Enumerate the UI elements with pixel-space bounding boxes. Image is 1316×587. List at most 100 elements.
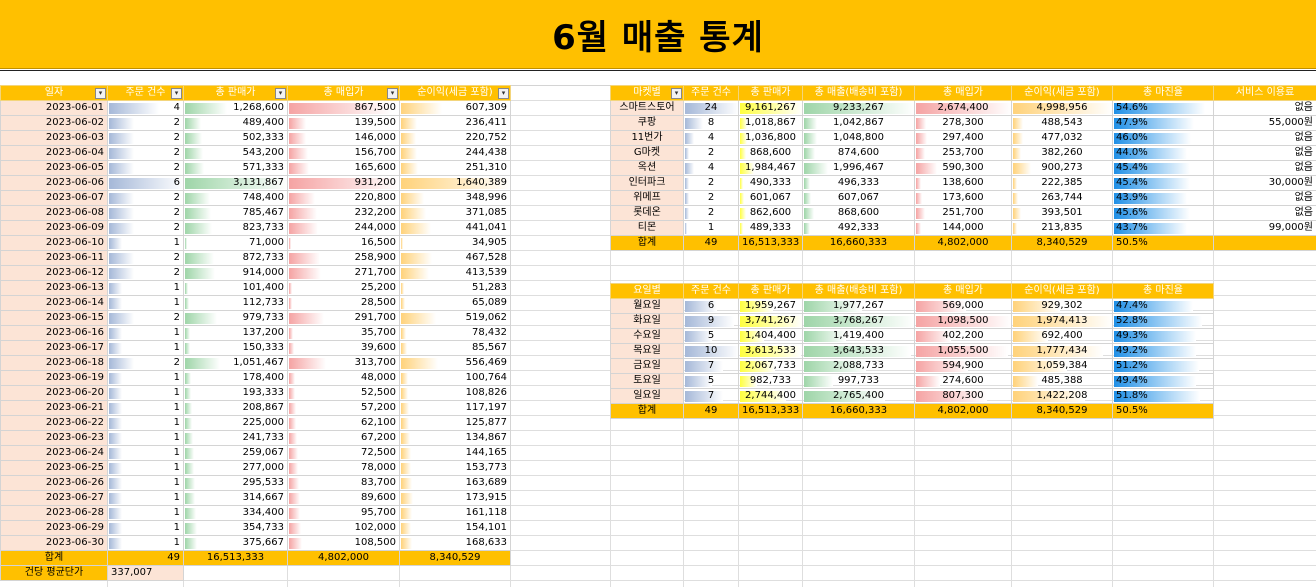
value-cell[interactable]: 208,867 [183,400,288,416]
value-cell[interactable]: 3,643,533 [802,343,915,359]
value-cell[interactable]: 1,268,600 [183,100,288,116]
value-cell[interactable]: 2 [107,310,184,326]
value-cell[interactable]: 3,613,533 [738,343,803,359]
value-cell[interactable]: 2 [107,130,184,146]
total-cell[interactable]: 49 [107,550,184,566]
weekday-header-cell[interactable]: 총 매입가 [914,283,1012,299]
value-cell[interactable]: 382,260 [1011,145,1113,161]
total-cell[interactable]: 8,340,529 [1011,235,1113,251]
value-cell[interactable]: 1 [107,535,184,551]
value-cell[interactable]: 263,744 [1011,190,1113,206]
date-cell[interactable]: 2023-06-13 [0,280,108,296]
value-cell[interactable]: 100,764 [399,370,511,386]
date-cell[interactable]: 2023-06-18 [0,355,108,371]
value-cell[interactable]: 278,300 [914,115,1012,131]
market-header-cell[interactable]: 마켓별 ▾ [610,85,684,101]
value-cell[interactable]: 2,674,400 [914,100,1012,116]
value-cell[interactable]: 1,018,867 [738,115,803,131]
value-cell[interactable]: 1,098,500 [914,313,1012,329]
weekday-header-cell[interactable]: 총 판매가 [738,283,803,299]
value-cell[interactable]: 49.2% [1112,343,1214,359]
value-cell[interactable]: 62,100 [287,415,400,431]
value-cell[interactable]: 496,333 [802,175,915,191]
value-cell[interactable]: 519,062 [399,310,511,326]
value-cell[interactable]: 2,088,733 [802,358,915,374]
value-cell[interactable]: 9 [683,313,739,329]
value-cell[interactable]: 46.0% [1112,130,1214,146]
date-cell[interactable]: 2023-06-08 [0,205,108,221]
value-cell[interactable]: 173,600 [914,190,1012,206]
date-cell[interactable]: 2023-06-06 [0,175,108,191]
value-cell[interactable]: 45.4% [1112,175,1214,191]
value-cell[interactable]: 607,309 [399,100,511,116]
value-cell[interactable]: 108,826 [399,385,511,401]
value-cell[interactable]: 51,283 [399,280,511,296]
value-cell[interactable]: 43.7% [1112,220,1214,236]
value-cell[interactable]: 979,733 [183,310,288,326]
name-cell[interactable]: 목요일 [610,343,684,359]
total-cell[interactable]: 50.5% [1112,235,1214,251]
value-cell[interactable]: 1,640,389 [399,175,511,191]
daily-header-cell[interactable]: 순이익(세금 포함) ▾ [399,85,511,101]
value-cell[interactable]: 259,067 [183,445,288,461]
value-cell[interactable]: 1 [107,280,184,296]
value-cell[interactable]: 1,055,500 [914,343,1012,359]
value-cell[interactable]: 108,500 [287,535,400,551]
value-cell[interactable]: 117,197 [399,400,511,416]
dropdown-filter-icon[interactable]: ▾ [498,88,509,99]
value-cell[interactable]: 1,059,384 [1011,358,1113,374]
value-cell[interactable]: 222,385 [1011,175,1113,191]
value-cell[interactable]: 334,400 [183,505,288,521]
value-cell[interactable]: 24 [683,100,739,116]
weekday-header-cell[interactable]: 총 마진율 [1112,283,1214,299]
value-cell[interactable]: 3,741,267 [738,313,803,329]
value-cell[interactable]: 1,959,267 [738,298,803,314]
value-cell[interactable]: 2 [107,115,184,131]
total-cell[interactable]: 합계 [0,550,108,566]
value-cell[interactable]: 1 [107,235,184,251]
total-cell[interactable]: 16,660,333 [802,235,915,251]
value-cell[interactable]: 748,400 [183,190,288,206]
value-cell[interactable]: 900,273 [1011,160,1113,176]
date-cell[interactable]: 2023-06-30 [0,535,108,551]
value-cell[interactable]: 150,333 [183,340,288,356]
value-cell[interactable]: 929,302 [1011,298,1113,314]
value-cell[interactable]: 244,000 [287,220,400,236]
value-cell[interactable]: 1,422,208 [1011,388,1113,404]
value-cell[interactable]: 35,700 [287,325,400,341]
date-cell[interactable]: 2023-06-29 [0,520,108,536]
value-cell[interactable]: 7 [683,358,739,374]
date-cell[interactable]: 2023-06-01 [0,100,108,116]
value-cell[interactable]: 45.4% [1112,160,1214,176]
value-cell[interactable]: 1,051,467 [183,355,288,371]
dropdown-filter-icon[interactable]: ▾ [275,88,286,99]
name-cell[interactable]: 롯데온 [610,205,684,221]
avg-value-cell[interactable]: 337,007 [107,565,184,581]
value-cell[interactable]: 1 [107,415,184,431]
value-cell[interactable]: 295,533 [183,475,288,491]
date-cell[interactable]: 2023-06-10 [0,235,108,251]
value-cell[interactable]: 146,000 [287,130,400,146]
value-cell[interactable]: 34,905 [399,235,511,251]
value-cell[interactable]: 2 [683,175,739,191]
value-cell[interactable]: 1 [107,385,184,401]
value-cell[interactable]: 4 [683,160,739,176]
date-cell[interactable]: 2023-06-21 [0,400,108,416]
value-cell[interactable]: 1 [107,520,184,536]
service-fee-cell[interactable]: 없음 [1213,205,1316,221]
value-cell[interactable]: 1,977,267 [802,298,915,314]
value-cell[interactable]: 1,048,800 [802,130,915,146]
name-cell[interactable]: 수요일 [610,328,684,344]
value-cell[interactable]: 807,300 [914,388,1012,404]
value-cell[interactable]: 78,000 [287,460,400,476]
value-cell[interactable]: 6 [683,298,739,314]
daily-header-cell[interactable]: 주문 건수 ▾ [107,85,184,101]
total-cell[interactable]: 합계 [610,235,684,251]
value-cell[interactable]: 9,161,267 [738,100,803,116]
value-cell[interactable]: 258,900 [287,250,400,266]
value-cell[interactable]: 102,000 [287,520,400,536]
value-cell[interactable]: 868,600 [802,205,915,221]
value-cell[interactable]: 1 [107,370,184,386]
value-cell[interactable]: 49.3% [1112,328,1214,344]
name-cell[interactable]: 월요일 [610,298,684,314]
